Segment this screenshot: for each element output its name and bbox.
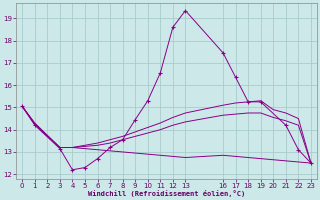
X-axis label: Windchill (Refroidissement éolien,°C): Windchill (Refroidissement éolien,°C) — [88, 190, 245, 197]
